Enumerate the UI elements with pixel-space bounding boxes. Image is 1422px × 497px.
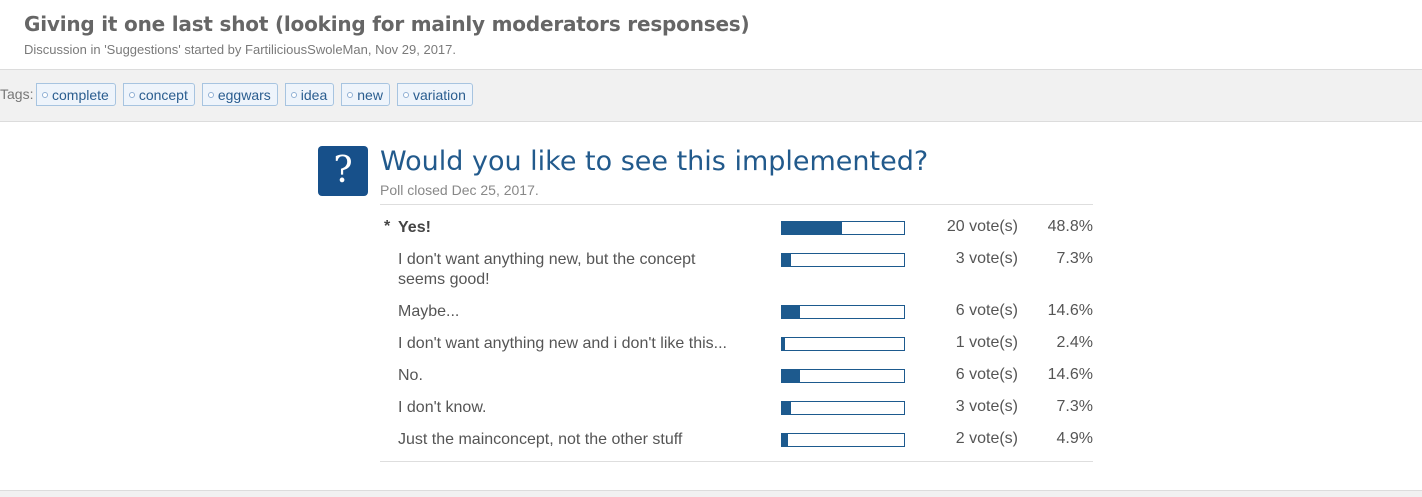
- tags-label: Tags:: [0, 86, 34, 102]
- tag-complete[interactable]: complete: [36, 83, 116, 106]
- tag-hole-icon: [128, 91, 135, 98]
- poll-vote-count: 3 vote(s): [955, 398, 1018, 415]
- poll-percentage: 48.8%: [1047, 218, 1093, 235]
- poll-divider: [380, 204, 1093, 205]
- tag-label: concept: [138, 86, 188, 103]
- thread-title: Giving it one last shot (looking for mai…: [24, 12, 750, 36]
- tag-label: idea: [300, 86, 328, 103]
- thread-header: Giving it one last shot (looking for mai…: [24, 12, 750, 57]
- poll-percentage: 4.9%: [1056, 430, 1093, 447]
- tag-bar: Tags: complete concept eggwars idea new …: [0, 69, 1422, 122]
- poll-result-bar: [781, 221, 905, 235]
- poll-bar-fill: [782, 370, 800, 382]
- poll-response-text: Yes!: [398, 219, 431, 236]
- tag-new[interactable]: new: [341, 83, 390, 106]
- poll-percentage: 14.6%: [1047, 302, 1093, 319]
- poll-bar-fill: [782, 306, 800, 318]
- poll-percentage: 7.3%: [1056, 250, 1093, 267]
- poll-bar-fill: [782, 402, 791, 414]
- tag-list: complete concept eggwars idea new variat…: [36, 83, 473, 106]
- poll-percentage: 2.4%: [1056, 334, 1093, 351]
- poll-vote-count: 6 vote(s): [955, 366, 1018, 383]
- poll-vote-count: 20 vote(s): [946, 218, 1018, 235]
- poll-result-bar: [781, 369, 905, 383]
- tag-concept[interactable]: concept: [122, 83, 195, 106]
- poll-bar-fill: [782, 254, 791, 266]
- tag-hole-icon: [207, 91, 214, 98]
- poll-status: Poll closed Dec 25, 2017.: [380, 182, 539, 198]
- poll-vote-count: 6 vote(s): [955, 302, 1018, 319]
- tag-hole-icon: [42, 91, 48, 98]
- poll-result-bar: [781, 253, 905, 267]
- content-divider: [0, 490, 1422, 497]
- poll-response-text: I don't want anything new, but the conce…: [398, 251, 696, 288]
- poll-result-bar: [781, 401, 905, 415]
- poll-bar-fill: [782, 338, 785, 350]
- poll-response-text: No.: [398, 367, 423, 384]
- tag-label: variation: [412, 86, 466, 103]
- tag-eggwars[interactable]: eggwars: [201, 83, 278, 106]
- poll-response-text: Maybe...: [398, 303, 460, 320]
- poll-vote-count: 3 vote(s): [955, 250, 1018, 267]
- poll-divider: [380, 461, 1093, 462]
- poll-vote-count: 2 vote(s): [955, 430, 1018, 447]
- tag-hole-icon: [290, 91, 297, 98]
- poll-bar-fill: [782, 222, 842, 234]
- thread-meta: Discussion in 'Suggestions' started by F…: [24, 42, 457, 57]
- tag-hole-icon: [402, 91, 409, 98]
- poll-percentage: 7.3%: [1056, 398, 1093, 415]
- selected-marker: *: [384, 218, 391, 235]
- poll-question: Would you like to see this implemented?: [380, 146, 929, 177]
- poll-result-bar: [781, 305, 905, 319]
- tag-label: new: [357, 86, 383, 103]
- poll-percentage: 14.6%: [1047, 366, 1093, 383]
- question-mark-icon: ?: [318, 146, 368, 196]
- tag-variation[interactable]: variation: [396, 83, 473, 106]
- poll-response-text: Just the mainconcept, not the other stuf…: [398, 431, 683, 448]
- poll-response-text: I don't know.: [398, 399, 487, 416]
- poll-result-bar: [781, 337, 905, 351]
- poll-bar-fill: [782, 434, 788, 446]
- poll-result-bar: [781, 433, 905, 447]
- tag-label: complete: [52, 86, 109, 103]
- poll-response-text: I don't want anything new and i don't li…: [398, 335, 727, 352]
- tag-hole-icon: [347, 91, 354, 98]
- tag-idea[interactable]: idea: [284, 83, 335, 106]
- poll-vote-count: 1 vote(s): [955, 334, 1018, 351]
- tag-label: eggwars: [217, 86, 271, 103]
